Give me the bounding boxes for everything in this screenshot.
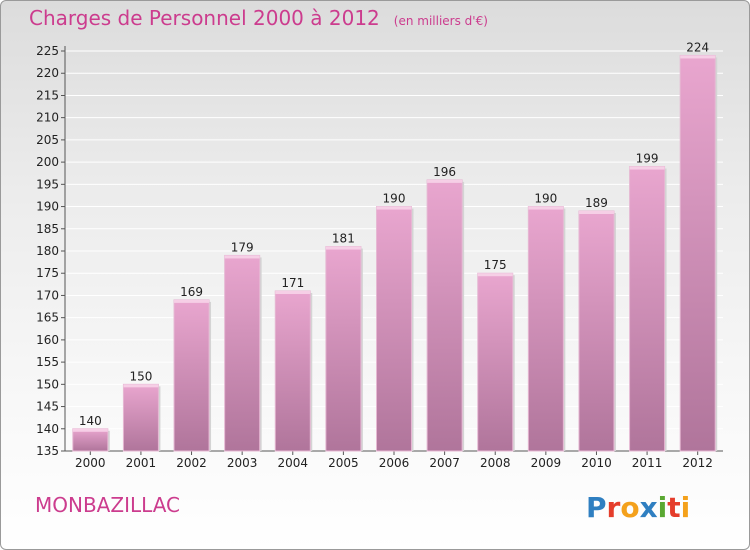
y-tick-label: 150: [36, 377, 59, 391]
bar-2001: [122, 383, 159, 452]
data-label-2000: 140: [79, 414, 102, 428]
x-tick-label-2002: 2002: [176, 456, 207, 470]
y-tick-label: 140: [36, 422, 59, 436]
y-tick-label: 215: [36, 88, 59, 102]
bar-2008: [477, 272, 514, 452]
bar-cap: [477, 273, 513, 277]
x-tick-label-2011: 2011: [632, 456, 663, 470]
label-layer: 140 150 169 179 171 181 190 196 175 190 189 199 224: [79, 40, 709, 427]
bar-2004: [274, 290, 311, 452]
y-tick-label: 135: [36, 444, 59, 458]
x-tick-label-2010: 2010: [581, 456, 612, 470]
bar-2011: [629, 166, 666, 452]
bar-cap: [224, 255, 260, 259]
data-label-2006: 190: [383, 192, 406, 206]
data-label-2003: 179: [231, 240, 254, 254]
bar-cap: [376, 206, 412, 210]
bar-2006: [376, 206, 412, 452]
y-tick-label: 185: [36, 222, 59, 236]
bar-2010: [578, 210, 615, 452]
title-unit: (en milliers d'€): [393, 14, 488, 28]
bar-2000: [72, 428, 109, 452]
x-tick-label-2004: 2004: [277, 456, 308, 470]
bar-2003: [224, 254, 261, 452]
bar-2002: [173, 299, 210, 452]
bar-cap: [528, 206, 564, 210]
bar-cap: [72, 428, 108, 432]
y-tick-label: 220: [36, 66, 59, 80]
data-label-2009: 190: [534, 192, 557, 206]
data-label-2008: 175: [484, 258, 507, 272]
x-tick-label-2005: 2005: [328, 456, 359, 470]
x-tick-label-2007: 2007: [429, 456, 460, 470]
y-tick-label: 195: [36, 177, 59, 191]
x-tick-label-2000: 2000: [75, 456, 106, 470]
y-tick-label: 145: [36, 400, 59, 414]
y-tick-label: 200: [36, 155, 59, 169]
data-label-2011: 199: [636, 152, 659, 166]
data-label-2005: 181: [332, 232, 355, 246]
bar-layer: [72, 54, 718, 452]
data-label-2010: 189: [585, 196, 608, 210]
y-tick-label: 205: [36, 133, 59, 147]
bar-cap: [174, 299, 210, 303]
proxiti-logo: Proxiti: [586, 486, 696, 530]
data-label-2002: 169: [180, 285, 203, 299]
commune-name: MONBAZILLAC: [35, 493, 180, 517]
chart-title: Charges de Personnel 2000 à 2012 (en mill…: [29, 6, 488, 30]
title-text: Charges de Personnel 2000 à 2012: [29, 6, 380, 30]
x-tick-label-2012: 2012: [682, 456, 713, 470]
y-tick-label: 160: [36, 333, 59, 347]
y-tick-label: 225: [36, 44, 59, 58]
bar-cap: [578, 211, 614, 214]
y-tick-label: 170: [36, 288, 59, 302]
bar-2012: [679, 54, 716, 452]
bar-cap: [123, 384, 159, 388]
svg-text:Proxiti: Proxiti: [586, 491, 690, 524]
bar-2007: [426, 179, 463, 452]
bar-cap: [680, 55, 716, 59]
data-label-2012: 224: [686, 40, 709, 54]
x-tick-label-2008: 2008: [480, 456, 511, 470]
bar-cap: [427, 179, 463, 183]
y-tick-label: 210: [36, 111, 59, 125]
x-tick-label-2009: 2009: [531, 456, 562, 470]
y-tick-label: 180: [36, 244, 59, 258]
y-tick-label: 165: [36, 311, 59, 325]
x-tick-label-2003: 2003: [227, 456, 258, 470]
bar-2009: [527, 206, 564, 452]
y-tick-label: 190: [36, 200, 59, 214]
data-label-2004: 171: [281, 276, 304, 290]
data-label-2001: 150: [129, 369, 152, 383]
data-label-2007: 196: [433, 165, 456, 179]
bar-2005: [325, 246, 362, 452]
x-tick-label-2006: 2006: [379, 456, 410, 470]
bar-cap: [275, 291, 311, 294]
y-tick-label: 175: [36, 266, 59, 280]
bar-cap: [325, 246, 361, 250]
bar-cap: [629, 166, 665, 170]
y-tick-label: 155: [36, 355, 59, 369]
x-tick-label-2001: 2001: [126, 456, 157, 470]
